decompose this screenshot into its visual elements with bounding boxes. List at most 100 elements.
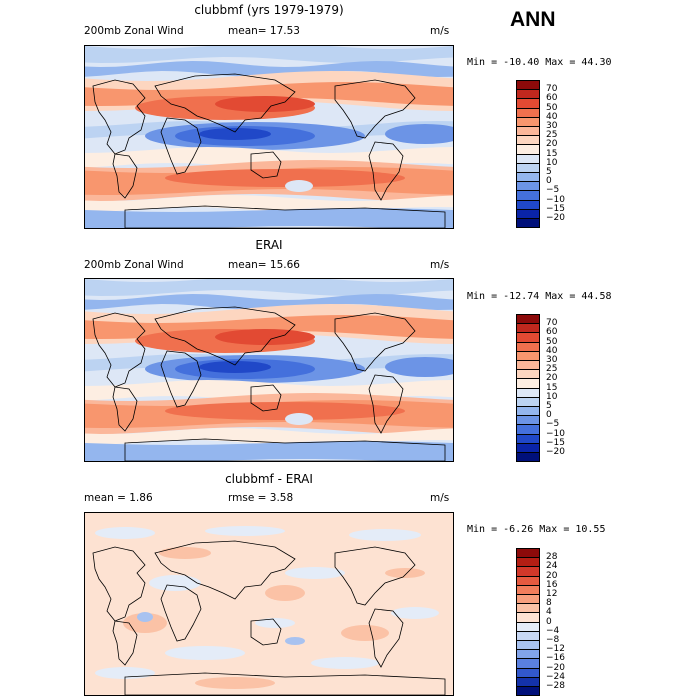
colorbar-label: 12 xyxy=(546,589,558,599)
colorbar-label: 30 xyxy=(546,355,558,365)
panel-3-title: clubbmf - ERAI xyxy=(225,472,313,486)
colorbar-label: 16 xyxy=(546,579,558,590)
colorbar-label: 30 xyxy=(546,121,558,131)
wind-cell xyxy=(285,180,313,192)
wind-band xyxy=(85,441,453,461)
panel-3-mean: mean = 1.86 xyxy=(84,492,153,504)
coastline xyxy=(160,350,202,408)
colorbar-label: 60 xyxy=(546,93,558,104)
wind-cell xyxy=(349,529,421,541)
colorbar-label: −8 xyxy=(546,635,560,645)
colorbar-label: 10 xyxy=(546,391,558,402)
colorbar-label: 28 xyxy=(546,552,558,563)
colorbar-label: 5 xyxy=(546,401,552,411)
colorbar-label: 20 xyxy=(546,139,558,150)
coastline xyxy=(334,79,416,139)
colorbar-label: −5 xyxy=(546,185,560,196)
wind-band xyxy=(85,208,453,228)
colorbar-label: 70 xyxy=(546,318,558,329)
coastline xyxy=(334,312,416,372)
colorbar-label: 5 xyxy=(546,167,552,177)
coastline xyxy=(250,151,282,179)
map-background xyxy=(85,513,453,695)
panel-2-minmax: Min = -12.74 Max = 44.58 xyxy=(467,291,612,302)
colorbar-label: −10 xyxy=(546,428,565,439)
colorbar-label: −15 xyxy=(546,203,565,214)
wind-cell xyxy=(385,357,453,377)
coastline xyxy=(112,386,138,432)
coastline xyxy=(160,584,202,642)
season-label: ANN xyxy=(510,8,556,31)
panel-3-map xyxy=(84,512,454,696)
wind-band xyxy=(85,294,453,310)
panel-1-minmax: Min = -10.40 Max = 44.30 xyxy=(467,57,612,68)
wind-band xyxy=(85,46,453,63)
coastline xyxy=(92,546,146,622)
colorbar-swatch xyxy=(516,452,540,463)
coastline xyxy=(92,312,146,388)
colorbar-label: −12 xyxy=(546,644,565,655)
coastline xyxy=(334,546,416,606)
wind-band xyxy=(85,61,453,77)
colorbar-label: −20 xyxy=(546,213,565,223)
coastline xyxy=(124,205,446,228)
wind-cell xyxy=(391,607,439,619)
colorbar-label: 50 xyxy=(546,336,558,347)
wind-cell xyxy=(123,613,167,633)
colorbar-label: 4 xyxy=(546,607,552,618)
wind-cell xyxy=(285,637,305,645)
wind-cell xyxy=(285,413,313,425)
coastline xyxy=(250,618,282,646)
wind-cell xyxy=(311,657,379,669)
coastline xyxy=(154,73,296,133)
coastline xyxy=(92,79,146,155)
colorbar-label: 24 xyxy=(546,561,558,572)
colorbar-label: 10 xyxy=(546,157,558,168)
colorbar-label: 0 xyxy=(546,176,552,187)
wind-cell xyxy=(195,677,275,689)
panel-2-title: ERAI xyxy=(255,238,283,252)
panel-1-mean: mean= 17.53 xyxy=(228,25,300,37)
wind-cell xyxy=(199,128,271,140)
coastline xyxy=(368,374,404,434)
colorbar-label: 25 xyxy=(546,364,558,375)
colorbar-label: 70 xyxy=(546,84,558,95)
wind-cell xyxy=(165,646,245,660)
wind-cell xyxy=(165,169,405,187)
wind-cell xyxy=(95,527,155,539)
colorbar-label: −16 xyxy=(546,653,565,664)
colorbar-label: −28 xyxy=(546,681,565,691)
wind-cell xyxy=(385,124,453,144)
wind-cell xyxy=(385,568,425,578)
coastline xyxy=(124,438,446,461)
panel-2-mean: mean= 15.66 xyxy=(228,259,300,271)
coastline xyxy=(124,672,446,695)
panel-3-minmax: Min = -6.26 Max = 10.55 xyxy=(467,524,606,535)
wind-cell xyxy=(215,329,315,345)
colorbar-label: −20 xyxy=(546,662,565,673)
colorbar-label: 40 xyxy=(546,111,558,122)
colorbar-label: 20 xyxy=(546,570,558,581)
colorbar-label: 20 xyxy=(546,373,558,384)
colorbar-label: 50 xyxy=(546,102,558,113)
coastline xyxy=(112,620,138,666)
panel-3-rmse: rmse = 3.58 xyxy=(228,492,294,504)
wind-cell xyxy=(265,585,305,601)
colorbar-label: 0 xyxy=(546,616,552,627)
panel-2-variable: 200mb Zonal Wind xyxy=(84,259,184,271)
colorbar-label: 15 xyxy=(546,148,558,159)
colorbar-label: −20 xyxy=(546,447,565,457)
colorbar-label: −4 xyxy=(546,625,560,636)
panel-1-map xyxy=(84,45,454,229)
wind-cell xyxy=(341,625,389,641)
colorbar-label: 25 xyxy=(546,130,558,141)
colorbar-label: 15 xyxy=(546,382,558,393)
coastline xyxy=(154,540,296,600)
wind-cell xyxy=(205,526,285,536)
colorbar-label: 60 xyxy=(546,327,558,338)
panel-2-map xyxy=(84,278,454,462)
colorbar-label: 8 xyxy=(546,598,552,609)
colorbar-swatch xyxy=(516,686,540,697)
panel-1-units: m/s xyxy=(430,25,450,37)
colorbar-label: 40 xyxy=(546,345,558,356)
